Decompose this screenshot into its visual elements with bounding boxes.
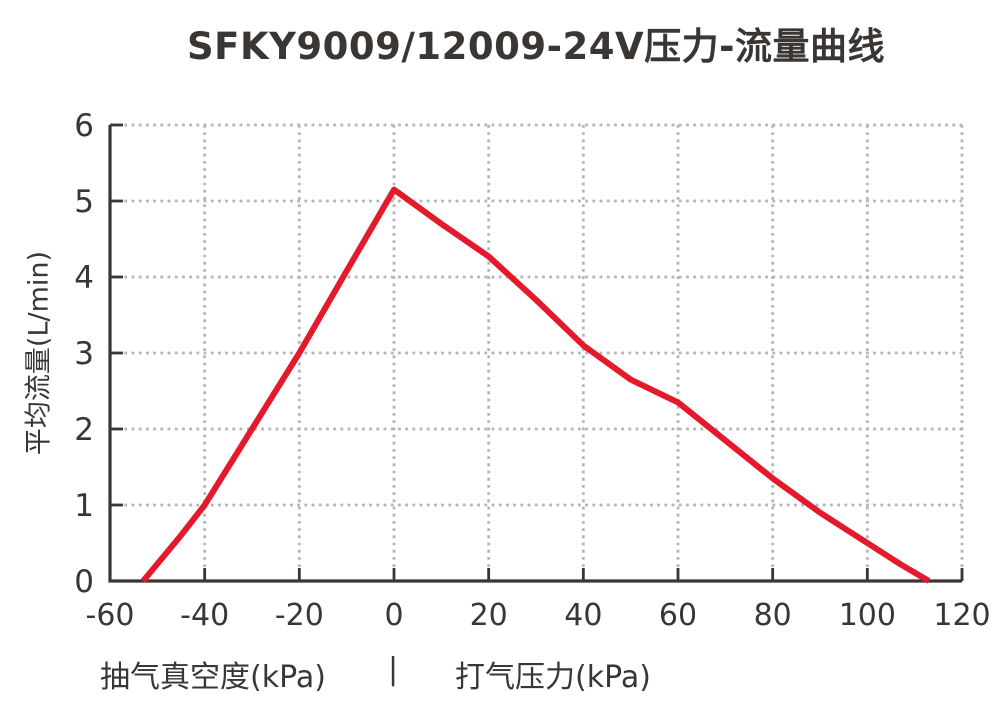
x-axis-title-pressure: 打气压力(kPa) xyxy=(455,660,651,695)
y-tick-label: 1 xyxy=(74,488,94,524)
chart-title: SFKY9009/12009-24V压力-流量曲线 xyxy=(187,25,885,68)
x-tick-label: -60 xyxy=(86,598,135,633)
x-axis-title-vacuum: 抽气真空度(kPa) xyxy=(100,660,326,695)
y-tick-label: 4 xyxy=(74,260,94,296)
x-axis-title-row: 抽气真空度(kPa) | 打气压力(kPa) xyxy=(0,652,1000,695)
x-tick-label: 40 xyxy=(564,598,602,633)
x-tick-label: 100 xyxy=(839,598,896,633)
x-tick-label: 80 xyxy=(754,598,792,633)
x-tick-label: -20 xyxy=(275,598,324,633)
x-tick-label: 120 xyxy=(933,598,990,633)
x-tick-label: 60 xyxy=(659,598,697,633)
y-tick-label: 5 xyxy=(74,184,94,220)
x-tick-label: -40 xyxy=(180,598,229,633)
x-tick-label: 0 xyxy=(384,598,403,633)
y-tick-label: 2 xyxy=(74,412,94,448)
y-tick-label: 6 xyxy=(74,108,94,144)
flow-curve-line xyxy=(140,186,931,584)
y-tick-label: 3 xyxy=(74,336,94,372)
x-tick-label: 20 xyxy=(470,598,508,633)
x-axis-title-separator: | xyxy=(388,652,399,687)
y-tick-label: 0 xyxy=(74,564,94,600)
